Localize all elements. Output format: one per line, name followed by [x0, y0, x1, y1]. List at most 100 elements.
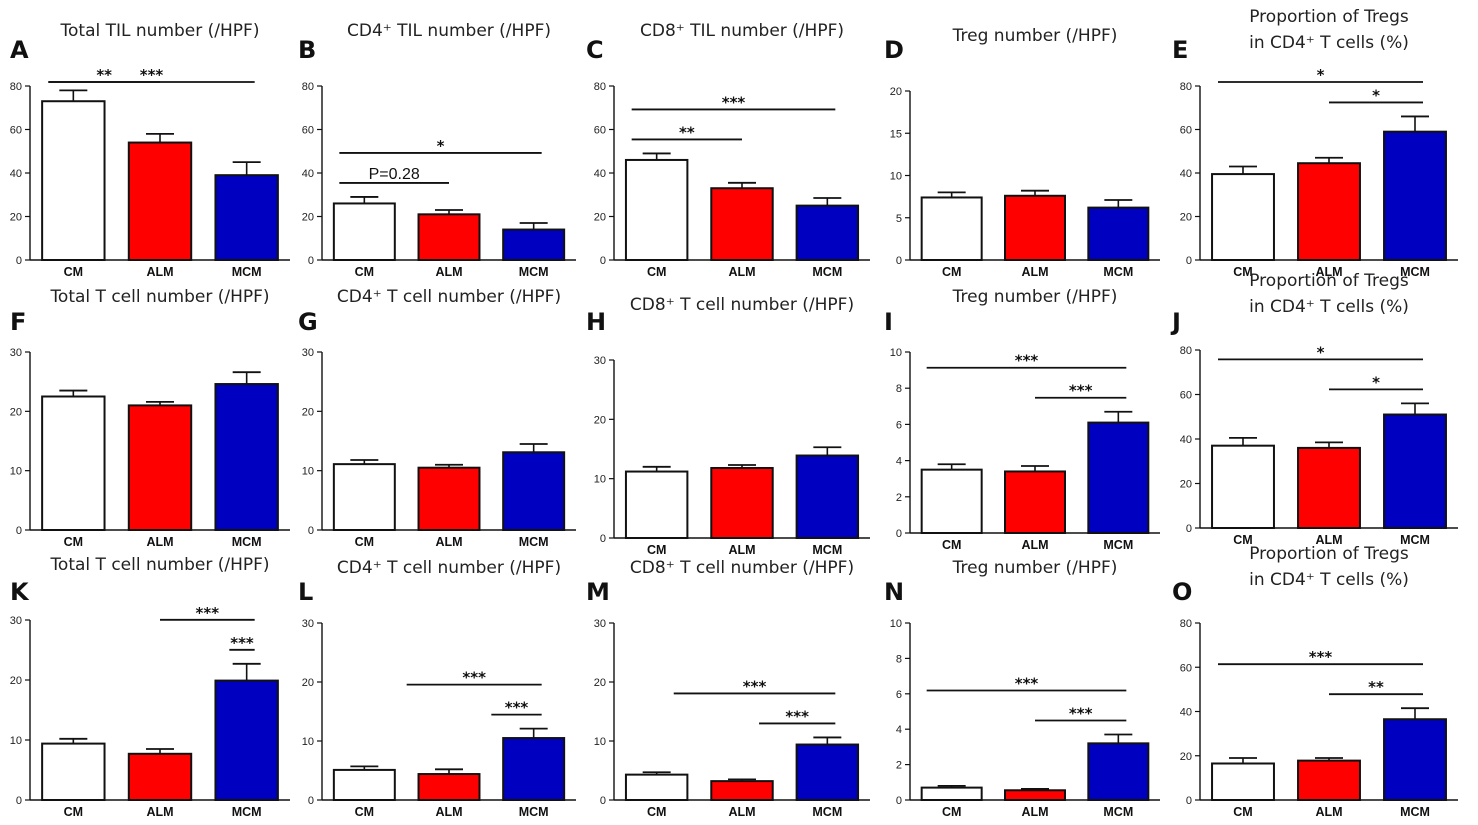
significance-label: ***: [230, 634, 254, 652]
panel-letter: A: [10, 36, 29, 64]
y-tick-label: 0: [16, 795, 22, 807]
x-tick-label: ALM: [728, 805, 755, 819]
x-tick-label: CM: [355, 805, 374, 819]
significance-label: ***: [196, 604, 220, 622]
chart-title: Proportion of Tregs: [1249, 271, 1409, 291]
y-tick-label: 20: [10, 406, 22, 418]
y-tick-label: 80: [1180, 618, 1192, 630]
y-tick-label: 40: [302, 168, 314, 180]
x-tick-label: CM: [647, 805, 666, 819]
x-tick-label: CM: [355, 535, 374, 549]
bar-alm: [417, 773, 481, 801]
y-tick-label: 0: [308, 795, 314, 807]
x-tick-label: ALM: [435, 805, 462, 819]
y-tick-label: 60: [10, 125, 22, 137]
y-tick-label: 0: [16, 255, 22, 267]
y-tick-label: 20: [10, 212, 22, 224]
x-tick-label: ALM: [1315, 265, 1342, 279]
panel-letter: F: [10, 308, 26, 336]
panel-g: G CD4⁺ T cell number (/HPF) 0 10 20 30 CM ALM MC…: [298, 287, 576, 549]
y-tick-label: 20: [594, 677, 606, 689]
y-tick-label: 20: [1180, 751, 1192, 763]
x-tick-label: MCM: [232, 265, 262, 279]
x-tick-label: CM: [942, 538, 961, 552]
y-tick-label: 2: [896, 760, 902, 772]
y-tick-label: 6: [896, 689, 902, 701]
x-tick-label: ALM: [728, 543, 755, 557]
bar-mcm: [795, 204, 860, 261]
chart-title: CD8⁺ T cell number (/HPF): [630, 295, 854, 315]
bar-mcm: [1087, 421, 1150, 534]
y-tick-label: 20: [594, 212, 606, 224]
y-tick-label: 0: [308, 255, 314, 267]
panel-letter: D: [884, 36, 904, 64]
bar-alm: [127, 404, 193, 531]
panel-m: M CD8⁺ T cell number (/HPF) 0 10 20 30 CM ALM MC…: [586, 558, 870, 819]
y-tick-label: 0: [896, 528, 902, 540]
bar-cm: [624, 470, 689, 539]
bar-cm: [41, 742, 106, 801]
bar-mcm: [1087, 206, 1150, 261]
y-tick-label: 10: [594, 736, 606, 748]
bar-cm: [624, 158, 689, 261]
significance-label: ***: [743, 677, 767, 695]
significance-label: **: [679, 123, 695, 141]
x-tick-label: MCM: [1103, 805, 1133, 819]
x-tick-label: MCM: [519, 535, 549, 549]
y-tick-label: 2: [896, 492, 902, 504]
y-tick-label: 30: [594, 618, 606, 630]
bar-cm: [41, 100, 106, 261]
bar-alm: [1004, 194, 1066, 261]
chart-title-line2: in CD4⁺ T cells (%): [1249, 297, 1409, 317]
chart-title: Proportion of Tregs: [1249, 544, 1409, 564]
y-tick-label: 0: [600, 255, 606, 267]
significance-label: ***: [1015, 675, 1039, 693]
x-tick-label: ALM: [146, 265, 173, 279]
panel-letter: C: [586, 36, 604, 64]
x-tick-label: MCM: [812, 265, 842, 279]
y-tick-label: 10: [890, 347, 902, 359]
chart-title: CD4⁺ TIL number (/HPF): [347, 21, 551, 41]
bar-cm: [920, 196, 983, 261]
significance-label: *: [1317, 66, 1325, 84]
panel-j: J Proportion of Tregs in CD4⁺ T cells (%) 0…: [1170, 271, 1458, 547]
y-tick-label: 40: [1180, 707, 1192, 719]
y-tick-label: 6: [896, 419, 902, 431]
x-tick-label: MCM: [232, 805, 262, 819]
bar-cm: [1211, 444, 1275, 529]
significance-label: *: [1372, 373, 1380, 391]
significance-label: ***: [1309, 648, 1333, 666]
y-tick-label: 20: [302, 677, 314, 689]
x-tick-label: ALM: [1021, 265, 1048, 279]
chart-title: Treg number (/HPF): [952, 287, 1118, 307]
bar-mcm: [502, 451, 566, 532]
bar-alm: [417, 213, 481, 261]
bar-alm: [710, 466, 774, 539]
x-tick-label: ALM: [146, 535, 173, 549]
bar-mcm: [214, 383, 279, 532]
chart-title-line2: in CD4⁺ T cells (%): [1249, 33, 1409, 53]
chart-title: Proportion of Tregs: [1249, 7, 1409, 27]
y-tick-label: 40: [594, 168, 606, 180]
x-tick-label: CM: [64, 265, 83, 279]
x-tick-label: ALM: [1315, 533, 1342, 547]
bar-mcm: [1383, 413, 1447, 529]
y-tick-label: 5: [896, 213, 902, 225]
y-tick-label: 0: [308, 525, 314, 537]
y-tick-label: 10: [302, 466, 314, 478]
y-tick-label: 60: [594, 125, 606, 137]
panel-letter: E: [1172, 36, 1188, 64]
bar-cm: [41, 395, 106, 531]
significance-label: ***: [1069, 382, 1093, 400]
y-tick-label: 60: [302, 125, 314, 137]
x-tick-label: CM: [1233, 533, 1252, 547]
panel-i: I Treg number (/HPF) 0 2 4 6 8 10 CM ALM MCM *** ***: [884, 287, 1160, 552]
y-tick-label: 30: [10, 615, 22, 627]
y-tick-label: 0: [1186, 255, 1192, 267]
y-tick-label: 20: [890, 86, 902, 98]
y-tick-label: 10: [302, 736, 314, 748]
x-tick-label: CM: [1233, 265, 1252, 279]
bar-alm: [127, 141, 193, 261]
bar-mcm: [502, 228, 566, 262]
